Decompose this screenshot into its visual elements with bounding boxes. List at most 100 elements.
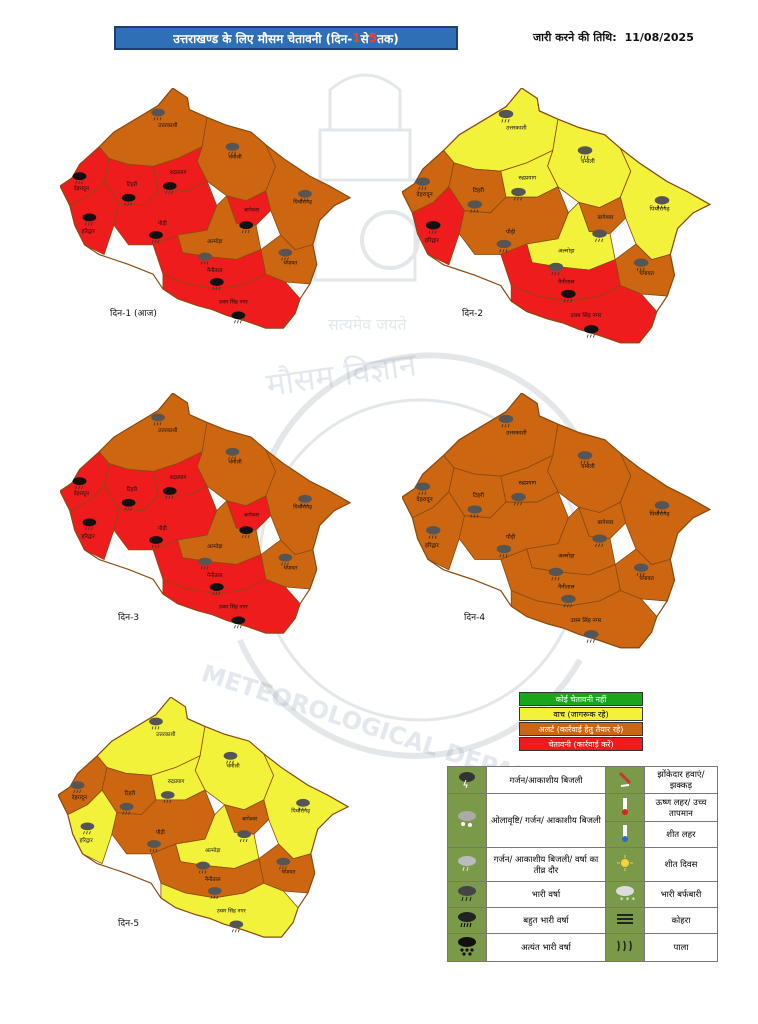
district-label-pithoragarh: पिथौरागढ़ xyxy=(293,504,313,511)
rain-icon xyxy=(278,248,293,261)
thunder-spell-icon xyxy=(447,847,487,882)
district-label-haridwar: हरिद्वार xyxy=(82,533,96,540)
district-label-uttarkashi: उत्तरकाशी xyxy=(158,122,178,129)
rain-icon xyxy=(467,505,483,518)
rain-icon xyxy=(633,258,649,272)
district-label-haridwar: हरिद्वार xyxy=(82,228,96,235)
legend-frost: पाला xyxy=(643,933,719,962)
heatwave-icon xyxy=(604,793,645,822)
district-label-pauri: पौड़ी xyxy=(156,829,165,836)
district-label-almora: अल्मोड़ा xyxy=(207,238,223,245)
rain-icon xyxy=(548,262,564,276)
district-label-nainital: नैनीताल xyxy=(205,876,221,883)
rain-icon xyxy=(82,518,97,531)
day-4-label: दिन-4 xyxy=(464,613,486,623)
district-label-rudraprayag: रुद्रप्रयाग xyxy=(518,176,537,182)
district-label-nainital: नैनीताल xyxy=(558,583,575,591)
rain-icon xyxy=(654,196,670,209)
rain-icon xyxy=(577,451,593,464)
symbol-legend: गर्जन/आकाशीय बिजली झोंकेदार हवाएं/झक्कड़… xyxy=(447,766,719,962)
district-label-pithoragarh: पिथौरागढ़ xyxy=(291,808,311,815)
district-label-rudraprayag: रुद्रप्रयाग xyxy=(518,481,537,487)
district-label-dehradun: देहरादून xyxy=(74,185,90,192)
legend-extreme-rain: अत्यंत भारी वर्षा xyxy=(486,933,606,962)
warning-color-legend: कोई चेतावनी नहीं वाच (जागरूक रहे) अलर्ट … xyxy=(519,692,643,752)
squall-icon xyxy=(604,766,645,794)
rain-icon xyxy=(207,887,222,900)
district-label-usnagar: उधम सिंह नगर xyxy=(570,311,601,319)
legend-fog: कोहरा xyxy=(643,907,719,934)
rain-icon xyxy=(584,325,599,338)
rain-icon xyxy=(298,189,312,202)
rain-icon xyxy=(577,146,593,159)
rain-icon xyxy=(121,498,136,511)
legend-coldwave: शीत लहर xyxy=(643,821,719,848)
district-label-usnagar: उधम सिंह नगर xyxy=(570,616,601,624)
rain-icon xyxy=(561,594,576,608)
rain-icon xyxy=(633,563,649,577)
district-label-nainital: नैनीताल xyxy=(207,267,223,274)
district-label-almora: अल्मोड़ा xyxy=(558,246,575,254)
day-2-label: दिन-2 xyxy=(462,309,484,319)
district-label-haridwar: हरिद्वार xyxy=(425,541,440,549)
rain-icon xyxy=(278,553,293,566)
day-3-label: दिन-3 xyxy=(118,613,140,623)
district-label-pauri: पौड़ी xyxy=(506,228,516,236)
district-label-bageshwar: बागेश्वर xyxy=(244,511,260,518)
district-label-champawat: चंपावत xyxy=(283,259,298,266)
rain-icon xyxy=(296,798,310,811)
rain-icon xyxy=(654,501,670,514)
rain-icon xyxy=(561,289,576,303)
rain-icon xyxy=(496,544,512,558)
rain-icon xyxy=(239,221,254,234)
rain-icon xyxy=(229,920,244,933)
legend-warning: चेतावनी (कार्रवाई करें) xyxy=(519,737,643,751)
district-label-tehri: टिहरी xyxy=(127,181,138,188)
rain-icon xyxy=(511,187,526,201)
rain-icon xyxy=(119,802,134,815)
district-label-bageshwar: बागेश्वर xyxy=(242,815,258,822)
district-label-rudraprayag: रुद्रप्रयाग xyxy=(170,475,188,481)
legend-squall: झोंकेदार हवाएं/झक्कड़ xyxy=(643,766,719,794)
rain-icon xyxy=(467,200,483,213)
day-1-label: दिन-1 (आज) xyxy=(110,309,157,319)
rain-icon xyxy=(151,108,165,121)
district-label-tehri: टिहरी xyxy=(125,790,136,797)
district-label-bageshwar: बागेश्वर xyxy=(598,213,615,221)
heavy-rain-icon xyxy=(447,881,487,908)
rain-icon xyxy=(237,830,252,843)
rain-icon xyxy=(592,229,607,243)
rain-icon xyxy=(496,239,512,253)
district-label-dehradun: देहरादून xyxy=(72,794,88,801)
rain-icon xyxy=(121,193,136,206)
district-label-chamoli: चमोली xyxy=(229,459,243,466)
legend-alert: अलर्ट (कार्रवाई हेतु तैयार रहे) xyxy=(519,722,643,736)
coldday-icon xyxy=(604,847,645,882)
district-label-pithoragarh: पिथौरागढ़ xyxy=(293,199,313,206)
rain-icon xyxy=(298,494,312,507)
district-label-haridwar: हरिद्वार xyxy=(425,236,440,244)
district-label-tehri: टिहरी xyxy=(127,486,138,493)
legend-very-heavy-rain: बहुत भारी वर्षा xyxy=(486,907,606,934)
uttarakhand-map-day-5: उत्तरकाशी टिहरी रुद्रप्रयाग चमोली पिथौरागढ़ ब… xyxy=(58,697,350,938)
district-label-pauri: पौड़ी xyxy=(158,220,167,227)
district-label-usnagar: उधम सिंह नगर xyxy=(219,604,249,611)
rain-icon xyxy=(415,177,431,191)
district-label-uttarkashi: उत्तरकाशी xyxy=(506,429,527,437)
rain-icon xyxy=(209,583,224,596)
district-label-tehri: टिहरी xyxy=(473,186,485,194)
rain-icon xyxy=(511,492,526,506)
rain-icon xyxy=(72,477,87,490)
district-label-haridwar: हरिद्वार xyxy=(80,837,94,844)
rain-icon xyxy=(160,791,175,803)
rain-icon xyxy=(425,221,441,234)
district-label-tehri: टिहरी xyxy=(473,491,485,499)
rain-icon xyxy=(151,413,165,426)
bulletin-title: उत्तराखण्ड के लिए मौसम चेतावनी (दिन- 1 से… xyxy=(114,26,458,50)
rain-icon xyxy=(425,526,441,539)
svg-text:* * *: * * * xyxy=(620,896,635,903)
district-label-almora: अल्मोड़ा xyxy=(207,543,223,550)
legend-watch: वाच (जागरूक रहे) xyxy=(519,707,643,721)
district-label-champawat: चंपावत xyxy=(283,564,298,571)
district-label-champawat: चंपावत xyxy=(639,270,655,277)
